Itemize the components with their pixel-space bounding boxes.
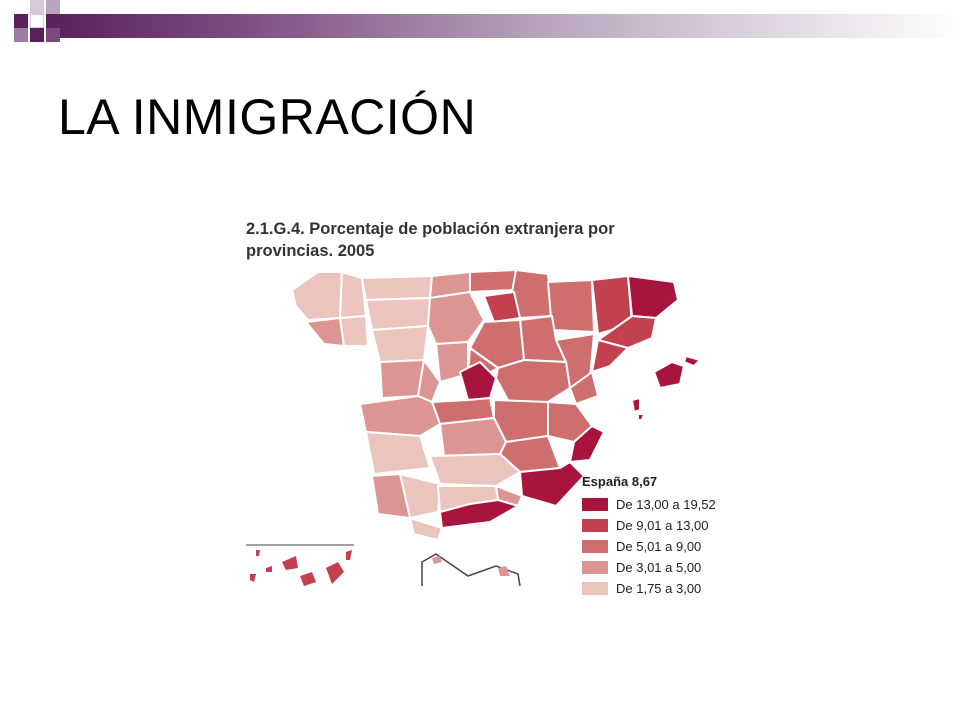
province — [371, 325, 429, 363]
legend-swatch — [582, 540, 608, 553]
deco-square — [14, 14, 28, 28]
province — [459, 361, 497, 401]
deco-square — [30, 14, 44, 28]
legend-swatch — [582, 498, 608, 511]
province — [653, 361, 685, 389]
province — [439, 417, 507, 457]
province — [495, 359, 571, 405]
deco-square — [46, 0, 60, 14]
header-gradient-bar — [46, 14, 960, 38]
province — [305, 317, 345, 347]
canary-islands-inset — [246, 544, 354, 586]
province — [627, 275, 679, 319]
legend-item: De 1,75 a 3,00 — [582, 578, 782, 599]
legend-item: De 3,01 a 5,00 — [582, 557, 782, 578]
province — [361, 275, 433, 301]
province — [683, 355, 701, 367]
legend-label: De 9,01 a 13,00 — [616, 518, 709, 533]
province — [569, 425, 605, 463]
province — [291, 271, 343, 321]
province — [409, 517, 443, 541]
map-legend: España 8,67 De 13,00 a 19,52 De 9,01 a 1… — [582, 474, 782, 599]
province — [483, 291, 521, 323]
legend-label: De 3,01 a 5,00 — [616, 560, 702, 575]
province — [597, 315, 657, 349]
legend-item: De 13,00 a 19,52 — [582, 494, 782, 515]
province — [631, 397, 641, 413]
deco-square — [14, 28, 28, 42]
province — [547, 279, 595, 333]
province — [365, 297, 431, 331]
province — [569, 371, 599, 405]
legend-item: De 9,01 a 13,00 — [582, 515, 782, 536]
legend-total: España 8,67 — [582, 474, 658, 489]
slide-decoration — [0, 0, 960, 60]
legend-swatch — [582, 519, 608, 532]
deco-square — [30, 28, 44, 42]
ceuta-melilla-inset — [421, 553, 521, 587]
province — [637, 413, 645, 421]
province — [359, 395, 441, 437]
province — [379, 359, 425, 399]
map-title-line-1: 2.1.G.4. Porcentaje de población extranj… — [246, 220, 615, 238]
legend-label: De 1,75 a 3,00 — [616, 581, 702, 596]
province — [591, 339, 629, 373]
deco-square — [46, 28, 60, 42]
province — [365, 431, 431, 475]
legend-swatch — [582, 582, 608, 595]
deco-square — [30, 0, 44, 14]
province — [429, 453, 521, 487]
province — [339, 315, 369, 347]
slide-title: LA INMIGRACIÓN — [58, 89, 477, 145]
map-title: 2.1.G.4. Porcentaje de población extranj… — [246, 218, 716, 262]
map-title-line-2: provincias. 2005 — [246, 242, 375, 260]
province — [469, 269, 517, 293]
legend-label: De 13,00 a 19,52 — [616, 497, 716, 512]
legend-item: De 5,01 a 9,00 — [582, 536, 782, 557]
legend-swatch — [582, 561, 608, 574]
legend-label: De 5,01 a 9,00 — [616, 539, 702, 554]
